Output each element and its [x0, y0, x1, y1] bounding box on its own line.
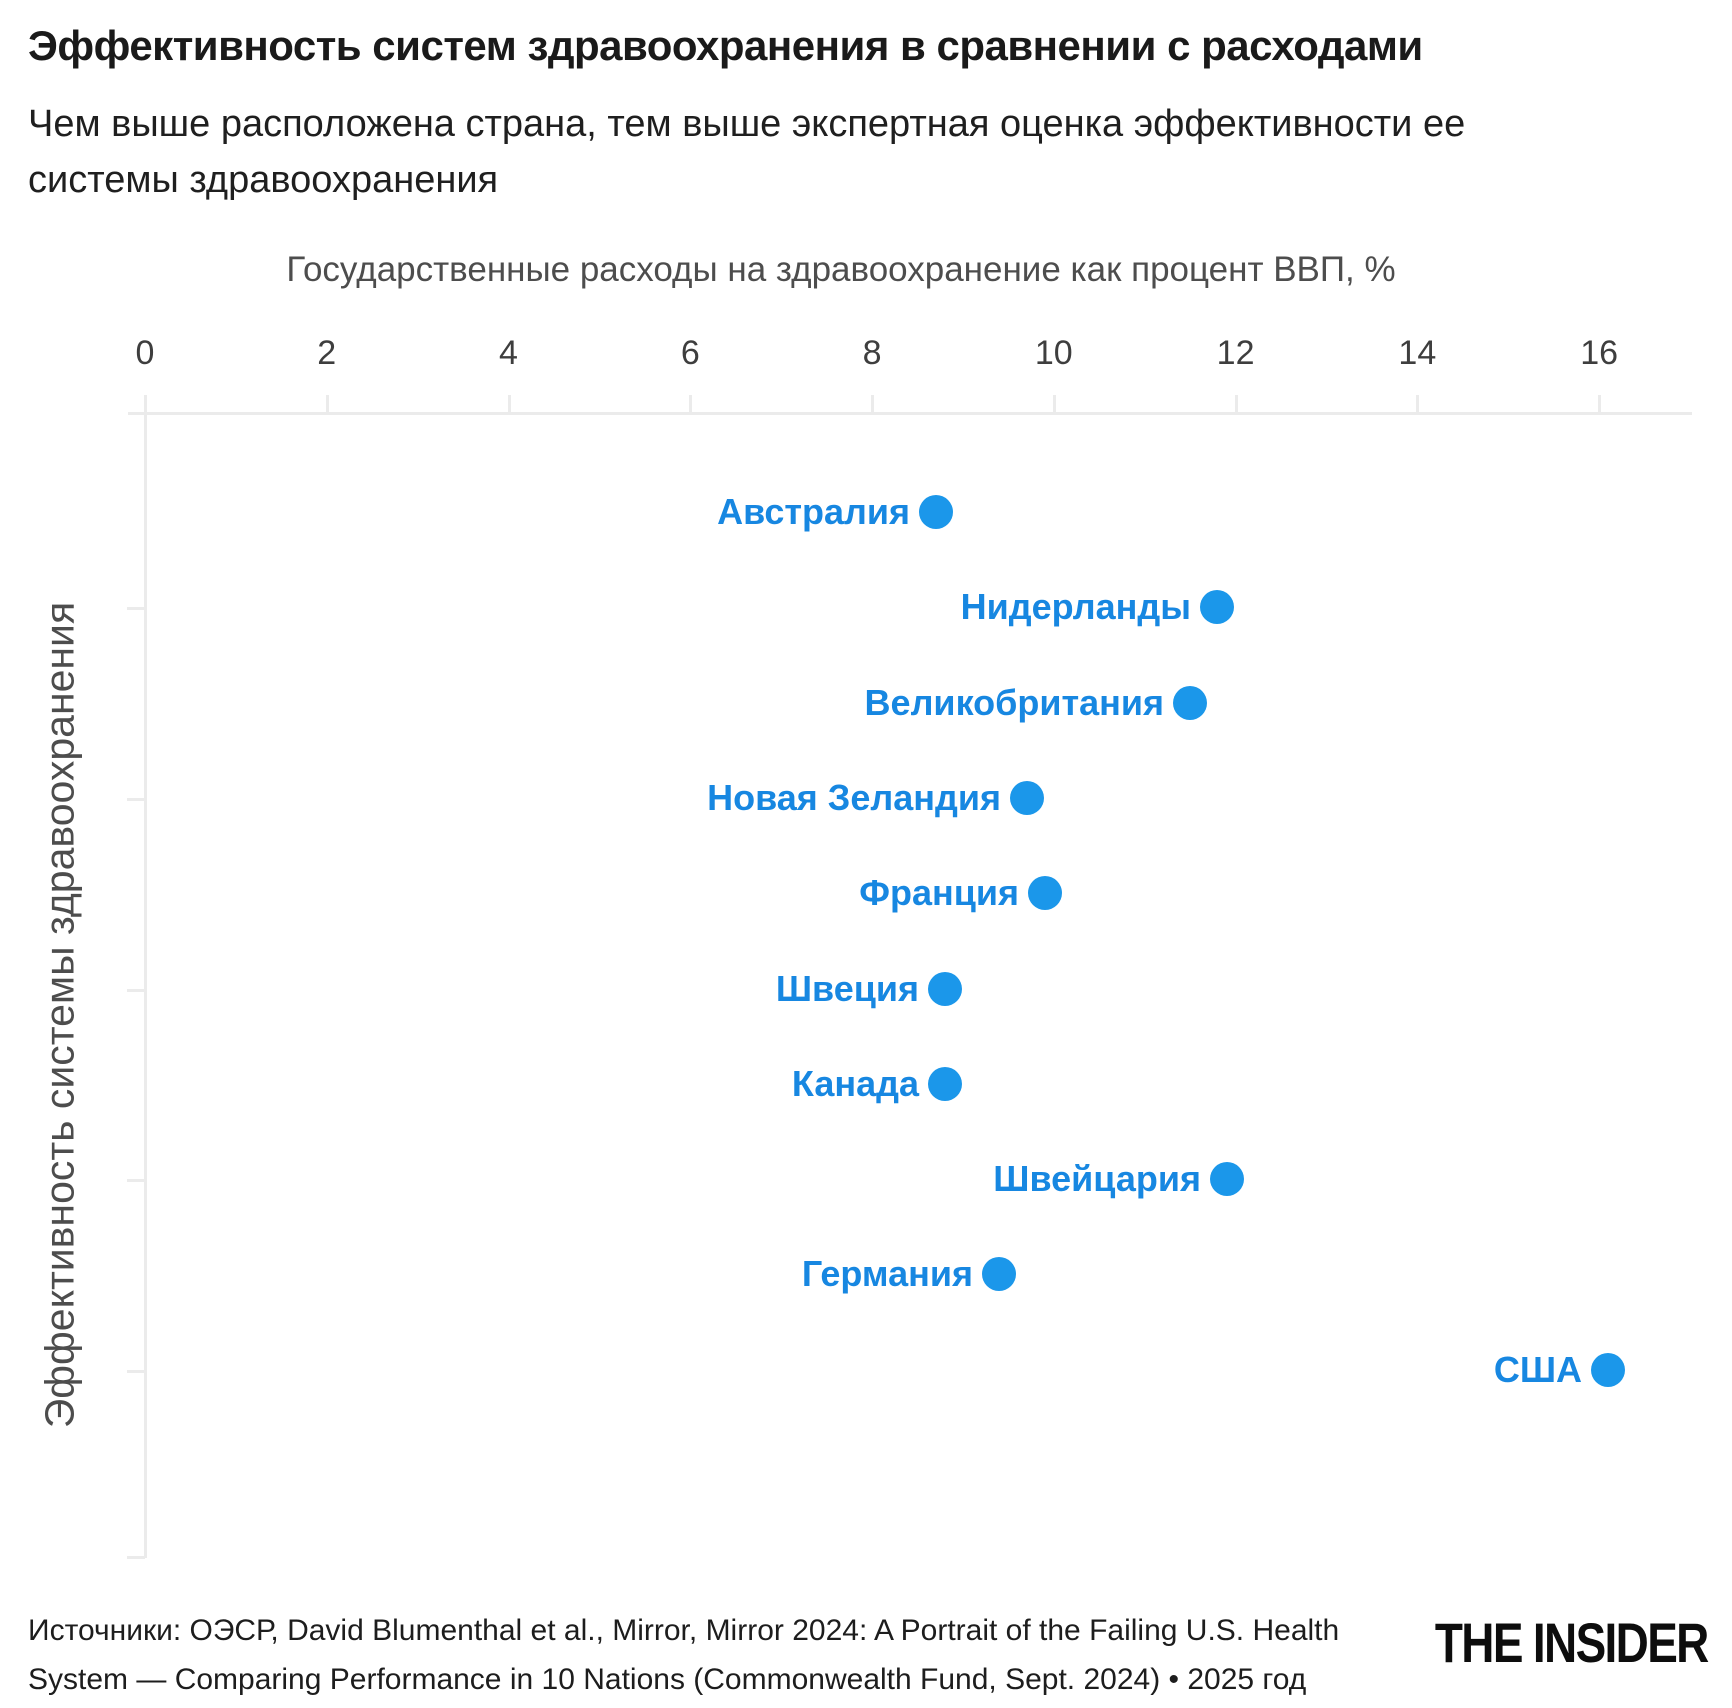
the-insider-logo: THE INSIDER — [1435, 1611, 1709, 1674]
data-point-dot — [1200, 590, 1234, 624]
chart-subtitle-line1: Чем выше расположена страна, тем выше эк… — [28, 103, 1466, 145]
data-point-dot — [982, 1257, 1016, 1291]
x-tick-mark — [871, 395, 875, 412]
y-tick-mark — [127, 1556, 145, 1559]
y-tick-mark — [127, 1179, 145, 1182]
x-tick-mark — [1416, 395, 1420, 412]
x-tick-label: 14 — [1398, 334, 1437, 372]
source-note-line2: System — Comparing Performance in 10 Nat… — [28, 1663, 1307, 1696]
data-point-dot — [1028, 876, 1062, 910]
data-point-dot — [1591, 1353, 1625, 1387]
country-label: Франция — [859, 872, 1019, 913]
x-tick-label: 12 — [1216, 334, 1255, 372]
x-tick-label: 16 — [1580, 334, 1619, 372]
data-point-dot — [1210, 1162, 1244, 1196]
chart-subtitle: Чем выше расположена страна, тем выше эк… — [28, 96, 1465, 208]
country-label: Швейцария — [993, 1158, 1201, 1199]
x-tick-label: 0 — [135, 334, 155, 372]
country-label: США — [1493, 1349, 1582, 1390]
source-note-line1: Источники: ОЭСР, David Blumenthal et al.… — [28, 1614, 1340, 1647]
page-title: Эффективность систем здравоохранения в с… — [28, 22, 1423, 69]
x-tick-label: 6 — [680, 334, 700, 372]
x-axis-line — [128, 412, 1692, 415]
x-tick-label: 10 — [1034, 334, 1073, 372]
data-point-dot — [1010, 781, 1044, 815]
y-tick-mark — [127, 798, 145, 801]
country-label: Великобритания — [864, 682, 1164, 723]
y-tick-mark — [127, 607, 145, 610]
y-tick-mark — [127, 989, 145, 992]
source-note: Источники: ОЭСР, David Blumenthal et al.… — [28, 1606, 1339, 1704]
country-label: Новая Зеландия — [707, 777, 1001, 818]
data-point-dot — [919, 495, 953, 529]
country-label: Нидерланды — [960, 586, 1191, 627]
country-label: Канада — [791, 1063, 919, 1104]
x-tick-label: 4 — [499, 334, 518, 372]
x-tick-label: 2 — [317, 334, 337, 372]
x-tick-mark — [325, 395, 329, 412]
country-label: Германия — [801, 1253, 973, 1294]
x-tick-label: 8 — [862, 334, 882, 372]
data-point-dot — [928, 1067, 962, 1101]
x-axis-title: Государственные расходы на здравоохранен… — [286, 250, 1396, 289]
x-tick-mark — [689, 395, 693, 412]
x-tick-mark — [507, 395, 511, 412]
y-axis-line — [144, 412, 147, 1558]
country-label: Австралия — [717, 491, 910, 532]
x-tick-mark — [1052, 395, 1056, 412]
x-tick-mark — [1598, 395, 1602, 412]
x-tick-mark — [1234, 395, 1238, 412]
data-point-dot — [1173, 686, 1207, 720]
x-tick-mark — [144, 395, 147, 412]
chart-subtitle-line2: системы здравоохранения — [28, 159, 499, 201]
y-tick-mark — [127, 1370, 145, 1373]
country-label: Швеция — [775, 968, 919, 1009]
data-point-dot — [928, 972, 962, 1006]
